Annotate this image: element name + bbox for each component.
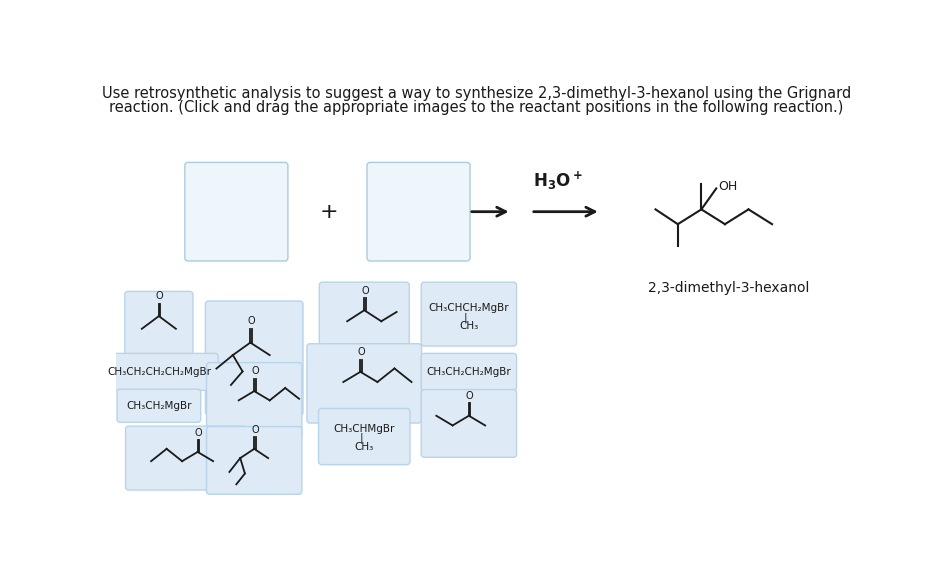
Text: OH: OH: [719, 181, 737, 193]
Text: +: +: [320, 202, 339, 222]
Text: O: O: [251, 366, 259, 376]
FancyBboxPatch shape: [421, 282, 516, 346]
Text: O: O: [466, 391, 473, 401]
FancyBboxPatch shape: [206, 362, 302, 438]
Text: CH₃CH₂CH₂CH₂MgBr: CH₃CH₂CH₂CH₂MgBr: [107, 367, 211, 377]
FancyBboxPatch shape: [126, 426, 246, 490]
Text: CH₃CHCH₂MgBr: CH₃CHCH₂MgBr: [429, 303, 510, 313]
Text: O: O: [361, 286, 369, 295]
FancyBboxPatch shape: [318, 409, 410, 464]
Text: reaction. (Click and drag the appropriate images to the reactant positions in th: reaction. (Click and drag the appropriat…: [110, 100, 844, 115]
Text: O: O: [251, 425, 259, 435]
Text: 2,3-dimethyl-3-hexanol: 2,3-dimethyl-3-hexanol: [648, 281, 809, 295]
FancyBboxPatch shape: [421, 353, 516, 390]
Text: |: |: [359, 433, 363, 443]
Text: Use retrosynthetic analysis to suggest a way to synthesize 2,3-dimethyl-3-hexano: Use retrosynthetic analysis to suggest a…: [102, 86, 851, 101]
Text: CH₃CH₂CH₂MgBr: CH₃CH₂CH₂MgBr: [427, 367, 512, 377]
Text: CH₃: CH₃: [459, 321, 479, 331]
FancyBboxPatch shape: [100, 353, 219, 390]
FancyBboxPatch shape: [319, 282, 409, 346]
FancyBboxPatch shape: [185, 162, 288, 261]
FancyBboxPatch shape: [421, 389, 516, 458]
FancyBboxPatch shape: [367, 162, 470, 261]
FancyBboxPatch shape: [206, 426, 302, 494]
FancyBboxPatch shape: [206, 301, 303, 415]
FancyBboxPatch shape: [307, 344, 421, 423]
Text: CH₃CH₂MgBr: CH₃CH₂MgBr: [126, 401, 192, 411]
Text: CH₃: CH₃: [354, 441, 374, 452]
Text: O: O: [156, 291, 164, 301]
FancyBboxPatch shape: [117, 389, 201, 422]
Text: O: O: [194, 428, 202, 438]
Text: |: |: [464, 313, 468, 323]
Text: $\mathbf{H_3O^+}$: $\mathbf{H_3O^+}$: [533, 170, 583, 192]
Text: CH₃CHMgBr: CH₃CHMgBr: [334, 424, 395, 434]
Text: O: O: [357, 347, 365, 357]
Text: O: O: [247, 316, 255, 327]
FancyBboxPatch shape: [125, 291, 193, 355]
